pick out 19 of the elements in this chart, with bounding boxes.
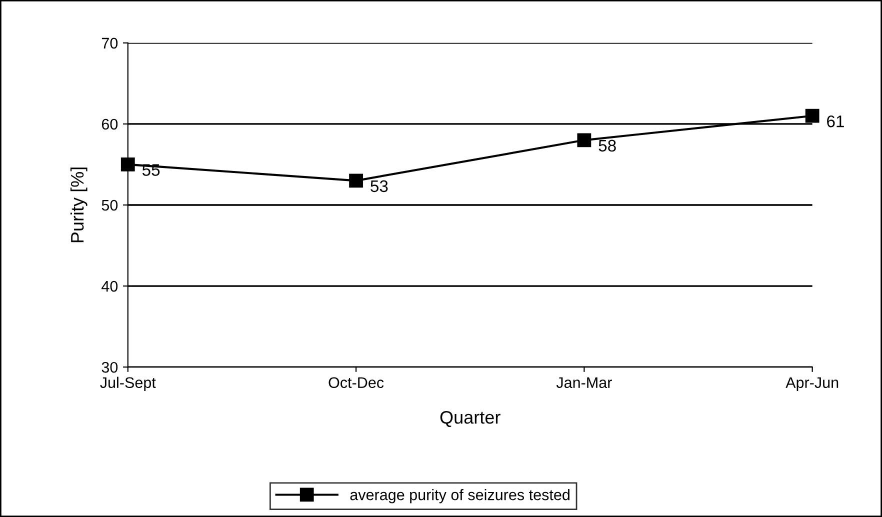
y-axis-title: Purity [%] xyxy=(70,168,88,242)
point xyxy=(805,108,820,123)
y-tick-label: 70 xyxy=(102,38,118,49)
x-tick-label: Jul-Sept xyxy=(100,376,156,392)
y-tick-label: 40 xyxy=(102,280,118,292)
x-tick-label: Jan-Mar xyxy=(556,377,612,388)
data-label: 61 xyxy=(827,115,844,128)
y-tick-label: 50 xyxy=(102,200,118,211)
point xyxy=(349,174,363,188)
x-tick-label: Oct-Dec xyxy=(328,377,384,388)
point xyxy=(120,158,135,172)
legend-label: average purity of seizures tested xyxy=(350,489,570,504)
y-tick-label: 30 xyxy=(102,362,118,373)
x-axis-title: Quarter xyxy=(440,410,500,427)
x-tick-label: Apr-Jun xyxy=(786,377,838,392)
y-tick-label: 60 xyxy=(102,118,118,130)
data-label: 58 xyxy=(598,140,616,152)
point xyxy=(577,133,592,148)
data-label: 53 xyxy=(370,180,388,192)
